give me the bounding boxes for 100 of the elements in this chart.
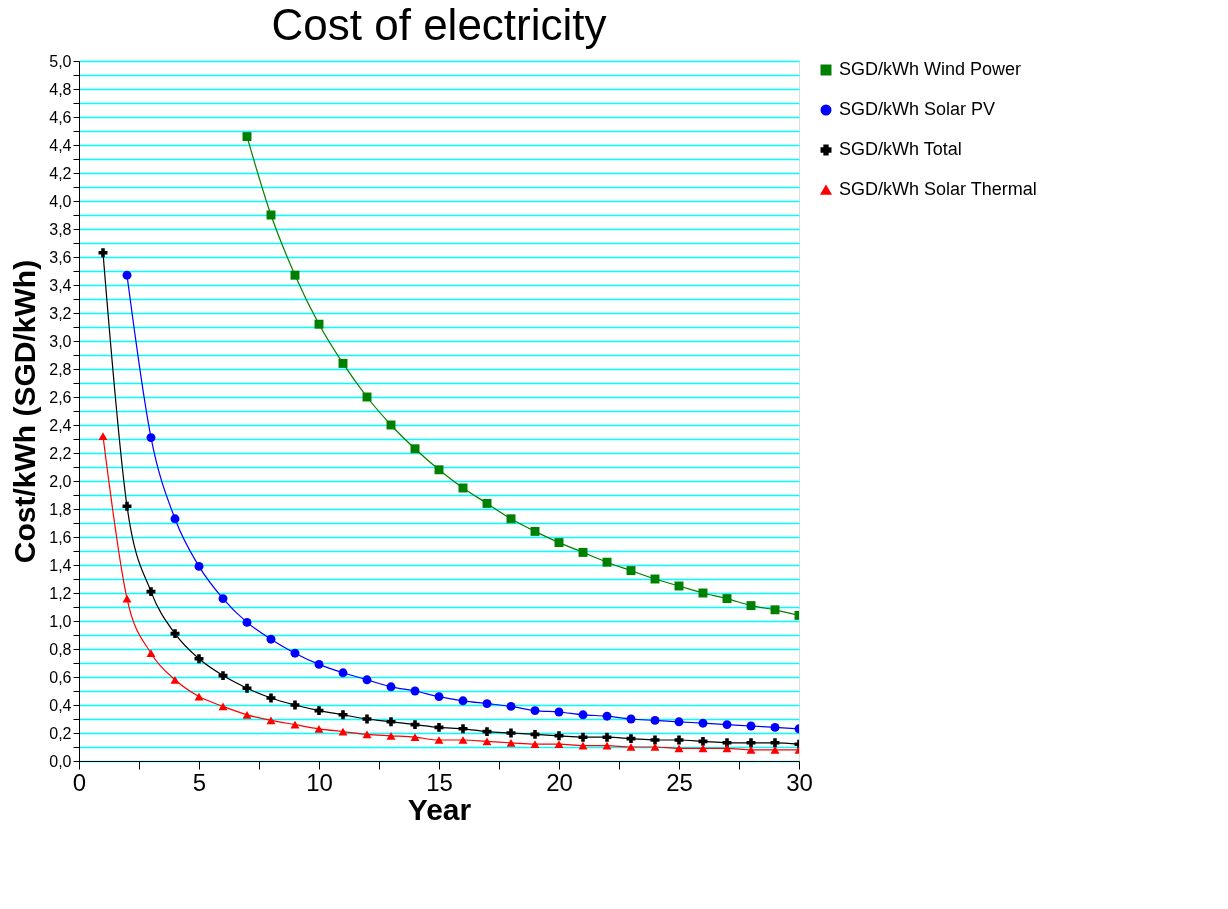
y-tick-label: 4,6 bbox=[49, 108, 72, 126]
point bbox=[578, 710, 588, 720]
y-tick-label: 4,4 bbox=[49, 136, 72, 154]
point bbox=[218, 594, 228, 604]
point bbox=[434, 736, 444, 744]
point bbox=[410, 686, 420, 696]
point bbox=[722, 744, 732, 753]
y-tick-label: 1,0 bbox=[49, 612, 72, 630]
point bbox=[602, 557, 612, 567]
legend-label: SGD/kWh Total bbox=[839, 139, 962, 159]
point bbox=[650, 735, 660, 745]
point bbox=[482, 737, 492, 746]
point bbox=[242, 683, 252, 693]
point bbox=[194, 654, 204, 664]
point bbox=[482, 498, 492, 508]
point bbox=[290, 648, 300, 658]
y-tick-label: 3,0 bbox=[49, 332, 72, 350]
point bbox=[722, 594, 732, 604]
legend-label: SGD/kWh Wind Power bbox=[839, 59, 1022, 79]
point bbox=[770, 722, 780, 732]
point bbox=[482, 727, 492, 737]
point bbox=[434, 692, 444, 702]
point bbox=[362, 714, 372, 724]
point bbox=[146, 587, 156, 597]
point bbox=[362, 675, 372, 685]
point bbox=[170, 675, 180, 684]
y-tick-label: 0,4 bbox=[49, 696, 72, 714]
point bbox=[770, 738, 780, 748]
y-tick-label: 4,2 bbox=[49, 164, 72, 182]
point bbox=[698, 744, 708, 753]
y-tick-label: 2,0 bbox=[49, 472, 72, 490]
point bbox=[410, 444, 420, 454]
point bbox=[746, 601, 756, 611]
point bbox=[194, 561, 204, 571]
x-tick-label: 5 bbox=[192, 768, 207, 796]
y-tick-label: 0,0 bbox=[49, 752, 72, 770]
point bbox=[314, 659, 324, 669]
point bbox=[578, 732, 588, 742]
point bbox=[266, 634, 276, 644]
y-tick-label: 0,6 bbox=[49, 668, 72, 686]
point bbox=[506, 514, 516, 524]
y-tick-label: 3,4 bbox=[49, 276, 72, 294]
point bbox=[602, 732, 612, 742]
point bbox=[530, 740, 540, 749]
point bbox=[458, 696, 468, 706]
point bbox=[362, 730, 372, 739]
point bbox=[554, 707, 564, 717]
point bbox=[626, 566, 636, 576]
point bbox=[290, 270, 300, 280]
point bbox=[458, 736, 468, 744]
point bbox=[698, 718, 708, 728]
point bbox=[122, 501, 132, 511]
point bbox=[698, 736, 708, 746]
y-tick-label: 1,2 bbox=[49, 584, 72, 602]
point bbox=[266, 693, 276, 703]
point bbox=[122, 270, 132, 280]
point bbox=[386, 682, 396, 692]
point bbox=[266, 716, 276, 725]
point bbox=[626, 714, 636, 724]
point bbox=[170, 629, 180, 639]
point bbox=[626, 734, 636, 744]
point bbox=[314, 724, 324, 733]
point bbox=[554, 740, 564, 749]
point bbox=[458, 724, 468, 734]
y-tick-label: 0,8 bbox=[49, 640, 72, 658]
point bbox=[146, 649, 156, 658]
point bbox=[770, 605, 780, 615]
point bbox=[530, 526, 540, 536]
point bbox=[506, 738, 516, 747]
x-tick-label: 30 bbox=[786, 768, 813, 796]
point bbox=[674, 744, 684, 753]
chart-title: Cost of electricity bbox=[271, 0, 607, 49]
y-tick-label: 2,6 bbox=[49, 388, 72, 406]
point bbox=[578, 547, 588, 557]
point bbox=[338, 668, 348, 678]
point bbox=[530, 729, 540, 739]
point bbox=[98, 248, 108, 258]
y-tick-label: 2,2 bbox=[49, 444, 72, 462]
y-tick-label: 3,6 bbox=[49, 248, 72, 266]
y-tick-label: 3,2 bbox=[49, 304, 72, 322]
legend-label: SGD/kWh Solar Thermal bbox=[839, 179, 1037, 199]
point bbox=[746, 721, 756, 731]
point bbox=[290, 700, 300, 710]
point bbox=[170, 514, 180, 524]
point bbox=[218, 702, 228, 711]
y-tick-label: 3,8 bbox=[49, 220, 72, 238]
point bbox=[314, 706, 324, 716]
point bbox=[314, 319, 324, 329]
point bbox=[482, 699, 492, 709]
x-tick-label: 20 bbox=[546, 768, 573, 796]
y-tick-label: 2,4 bbox=[49, 416, 72, 434]
legend-label: SGD/kWh Solar PV bbox=[839, 99, 996, 119]
y-tick-label: 0,2 bbox=[49, 724, 72, 742]
x-tick-label: 0 bbox=[72, 768, 87, 796]
y-tick-label: 2,8 bbox=[49, 360, 72, 378]
y-tick-label: 5,0 bbox=[49, 52, 72, 70]
point bbox=[218, 671, 228, 681]
y-tick-label: 4,0 bbox=[49, 192, 72, 210]
point bbox=[410, 733, 420, 742]
point bbox=[602, 711, 612, 721]
